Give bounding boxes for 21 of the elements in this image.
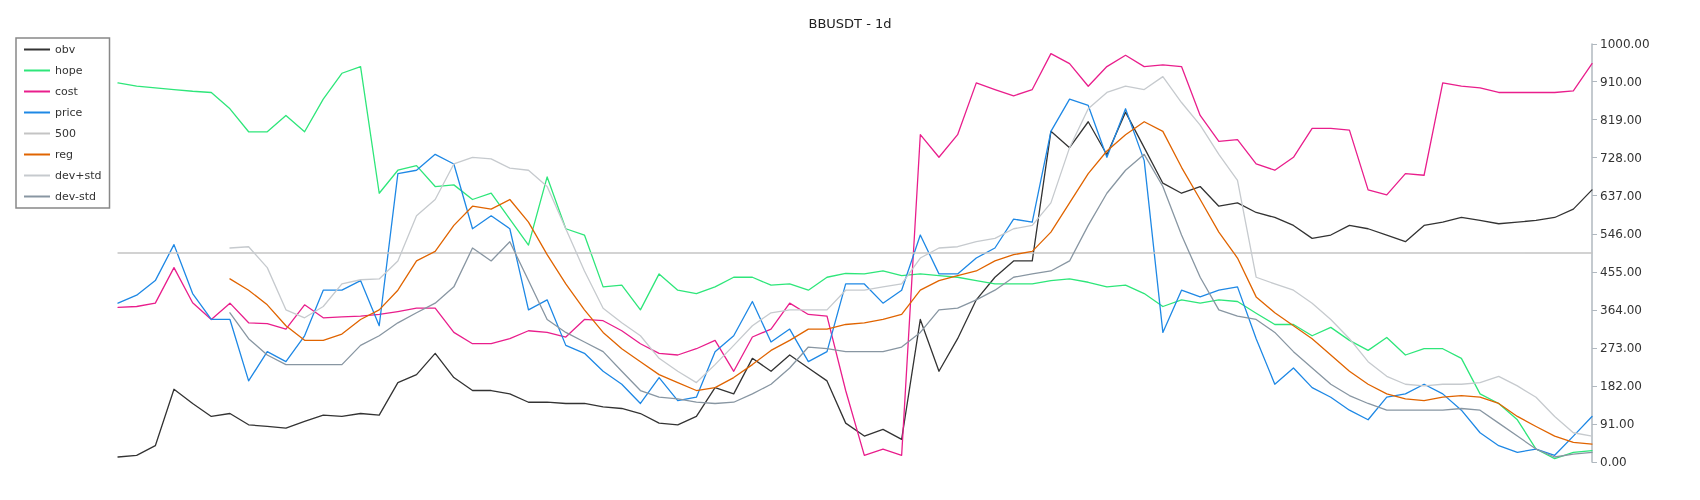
legend-label: obv xyxy=(55,43,76,56)
y-tick-label: 455.00 xyxy=(1600,264,1642,279)
y-tick-label: 728.00 xyxy=(1600,150,1642,165)
y-tick-label: 91.00 xyxy=(1600,416,1635,431)
legend-label: dev+std xyxy=(55,169,102,182)
y-tick-label: 546.00 xyxy=(1600,226,1642,241)
y-tick-label: 910.00 xyxy=(1600,74,1642,89)
legend-label: reg xyxy=(55,148,74,161)
y-tick-label: 1000.00 xyxy=(1600,37,1650,51)
legend-label: 500 xyxy=(55,127,76,140)
y-tick-label: 819.00 xyxy=(1600,112,1642,127)
y-tick-label: 273.00 xyxy=(1600,340,1642,355)
y-tick-label: 0.00 xyxy=(1600,455,1627,469)
y-tick-label: 364.00 xyxy=(1600,302,1642,317)
legend-label: hope xyxy=(55,64,83,77)
chart-title: BBUSDT - 1d xyxy=(808,16,892,31)
y-tick-label: 182.00 xyxy=(1600,378,1642,393)
legend-label: dev-std xyxy=(55,190,96,203)
y-tick-label: 637.00 xyxy=(1600,188,1642,203)
legend-label: price xyxy=(55,106,83,119)
legend-label: cost xyxy=(55,85,79,98)
